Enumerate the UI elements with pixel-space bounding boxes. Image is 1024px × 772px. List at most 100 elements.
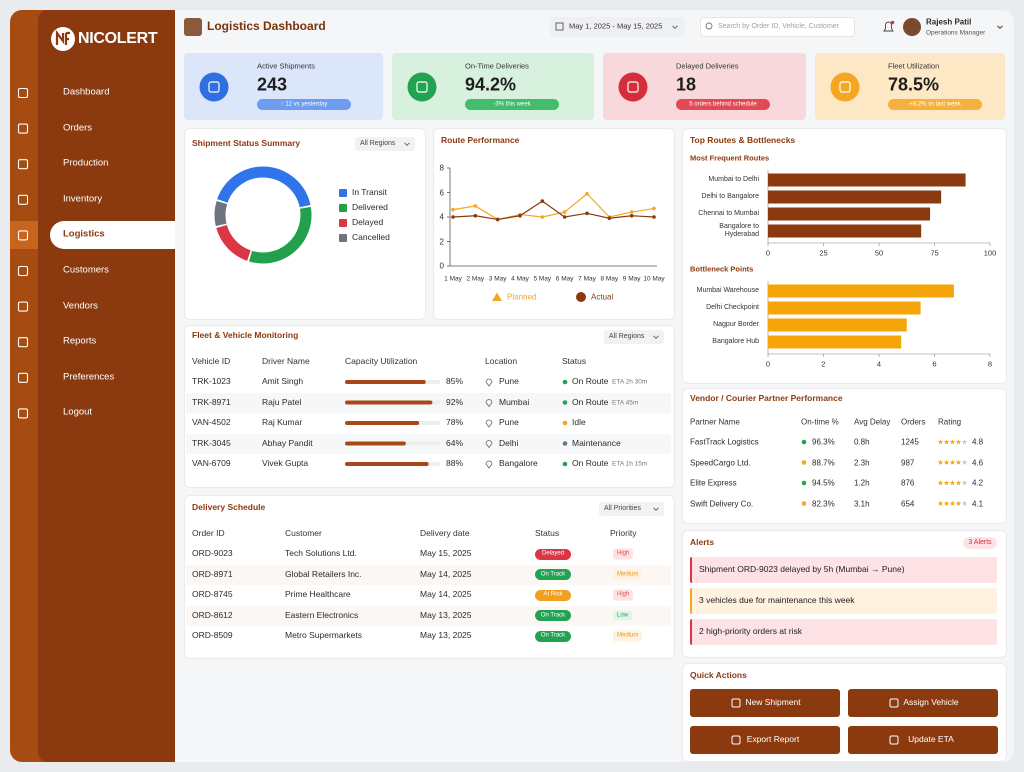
status-label: Delayed (541, 550, 565, 557)
nav-item[interactable]: Customers (63, 264, 109, 276)
cell: Maintenance (572, 437, 621, 448)
cell: 1.2h (854, 478, 870, 488)
cell: On Route (572, 396, 609, 407)
filter-label[interactable]: All Regions (609, 332, 645, 340)
y-tick-label: 6 (439, 187, 444, 197)
nav-icon (17, 301, 29, 312)
nav-item[interactable]: Dashboard (63, 86, 110, 98)
status-dot (562, 400, 568, 405)
column-header: Order ID (192, 528, 225, 539)
capacity-bar (345, 380, 426, 384)
cell: 4.2 (972, 478, 984, 488)
pin-icon (485, 419, 493, 428)
kpi-value: 243 (257, 74, 288, 95)
cell: 654 (901, 498, 915, 508)
action-label[interactable]: Update ETA (908, 734, 954, 745)
pin-icon (485, 399, 493, 408)
kpi-icon (199, 72, 229, 102)
kpi-note: -3% this week (493, 101, 531, 108)
vendor-panel (682, 388, 1007, 524)
action-button[interactable] (690, 726, 840, 754)
status-pill (535, 630, 571, 642)
panel-title: Top Routes & Bottlenecks (690, 135, 796, 146)
nav-icon (17, 337, 29, 348)
nav-item[interactable]: Reports (63, 335, 97, 347)
y-tick-label: 4 (439, 212, 444, 222)
x-tick-label: 9 May (622, 275, 641, 283)
column-header: Status (562, 356, 587, 367)
kpi-label: On-Time Deliveries (465, 61, 529, 71)
panel-title: Vendor / Courier Partner Performance (690, 393, 843, 404)
bar (768, 318, 907, 332)
star-icon (955, 459, 962, 465)
filter[interactable] (355, 137, 415, 151)
cell: 92% (445, 396, 463, 407)
nav-item[interactable]: Vendors (63, 300, 98, 312)
bar (768, 301, 921, 315)
cell: 96.3% (812, 437, 835, 447)
cell: Elite Express (690, 478, 737, 488)
cell: May 13, 2025 (420, 630, 472, 641)
star-icon (949, 480, 956, 486)
star-icon (961, 439, 968, 445)
cell: ORD-8509 (192, 630, 233, 641)
x-tick-label: 0 (765, 248, 771, 258)
cell: FastTrack Logistics (690, 437, 759, 447)
kpi-icon (830, 72, 860, 102)
star-icon (943, 500, 950, 506)
nav-icon (17, 87, 29, 99)
nav-item[interactable]: Production (63, 157, 109, 169)
nav-item[interactable]: Inventory (63, 193, 103, 205)
date-picker[interactable] (550, 17, 685, 37)
bar (768, 173, 966, 187)
cell: SpeedCargo Ltd. (690, 457, 751, 467)
star-icon (943, 459, 950, 465)
x-tick-label: 8 May (600, 275, 619, 283)
nav-item[interactable]: Logout (63, 406, 93, 418)
search-icon (705, 22, 713, 30)
priority-chip: Low (613, 610, 633, 621)
star-icon (937, 459, 944, 465)
cell: May 13, 2025 (420, 609, 472, 620)
data-point (518, 213, 522, 218)
action-label[interactable]: New Shipment (745, 697, 801, 708)
nav-item[interactable]: Orders (63, 122, 93, 134)
legend-swatch (339, 219, 347, 227)
nav-item[interactable]: Logistics (63, 228, 105, 240)
nav-icon (17, 230, 29, 241)
y-tick-label: Mumbai Warehouse (696, 286, 759, 294)
data-point (585, 211, 589, 216)
eta: ETA 2h 30m (612, 378, 648, 386)
legend-swatch (339, 234, 347, 242)
alert-item (690, 557, 997, 583)
filter-label[interactable]: All Regions (360, 139, 396, 147)
chevron (672, 25, 678, 30)
data-point (473, 213, 478, 218)
status-dot (562, 441, 568, 446)
action-button[interactable] (848, 726, 998, 754)
action-button[interactable] (848, 689, 998, 717)
data-point (495, 217, 500, 222)
action-button[interactable] (690, 689, 840, 717)
capacity-bar (345, 441, 406, 446)
nav-item[interactable]: Preferences (63, 371, 115, 383)
cell: Mumbai (499, 396, 530, 407)
action-label[interactable]: Assign Vehicle (903, 697, 959, 708)
priority-chip: Medium (613, 630, 643, 642)
legend-label: Cancelled (352, 232, 390, 243)
cell: ORD-8745 (192, 589, 233, 600)
user-name: Rajesh Patil (926, 17, 972, 27)
cell: 987 (901, 457, 915, 467)
filter[interactable] (599, 502, 664, 516)
cell: 4.8 (972, 437, 984, 447)
x-tick-label: 2 May (466, 275, 485, 283)
filter-label[interactable]: All Priorities (604, 504, 641, 512)
status-dot (801, 480, 807, 486)
filter[interactable] (604, 330, 664, 344)
button-icon (889, 735, 899, 745)
cell: 4.1 (972, 498, 984, 508)
cell: ORD-8612 (192, 609, 233, 620)
search-box[interactable] (700, 17, 855, 37)
action-label[interactable]: Export Report (746, 734, 800, 745)
column-header: Driver Name (262, 356, 310, 367)
